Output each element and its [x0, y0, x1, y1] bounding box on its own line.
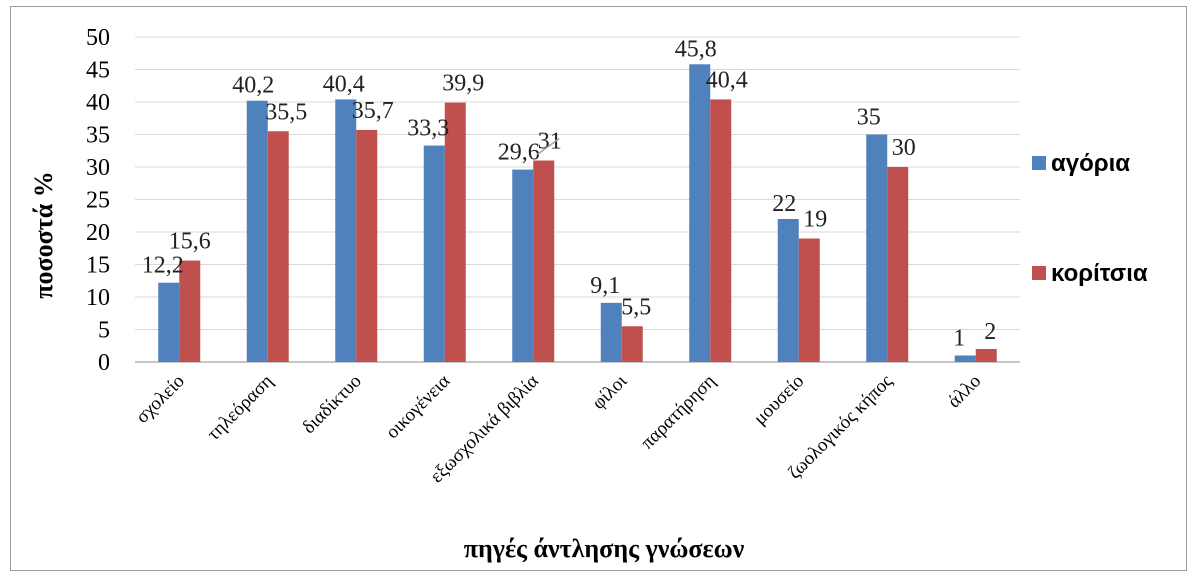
- data-label: 35: [857, 105, 881, 131]
- bar: [798, 238, 820, 362]
- category-label: οικογένεια: [382, 371, 454, 443]
- category-label: παρατήρηση: [637, 371, 720, 454]
- data-label: 35,5: [265, 99, 307, 125]
- bar: [866, 134, 888, 362]
- data-label: 33,3: [407, 116, 449, 142]
- bar: [975, 349, 997, 362]
- y-tick-label: 35: [86, 123, 110, 149]
- bar: [246, 100, 268, 362]
- bar: [444, 102, 466, 363]
- bar: [600, 302, 622, 362]
- data-label: 31: [538, 129, 562, 155]
- bar: [777, 219, 799, 362]
- category-label: τηλεόραση: [203, 371, 277, 445]
- bar: [954, 355, 976, 362]
- data-label: 40,2: [232, 73, 274, 99]
- y-tick-label: 50: [86, 25, 110, 51]
- data-label: 19: [803, 207, 827, 233]
- y-tick-label: 15: [86, 253, 110, 279]
- bar: [621, 326, 643, 362]
- data-label: 39,9: [442, 71, 484, 97]
- bar: [335, 99, 357, 363]
- y-tick-label: 5: [98, 318, 110, 344]
- data-label-leader-line: [536, 137, 560, 156]
- data-label: 30: [892, 135, 916, 161]
- legend-label: αγόρια: [1051, 150, 1130, 177]
- legend-swatch: [1032, 156, 1046, 170]
- y-tick-label: 20: [86, 220, 110, 246]
- bar: [512, 169, 534, 362]
- data-label: 40,4: [706, 67, 748, 93]
- data-label: 40,4: [323, 71, 365, 97]
- y-tick-label: 0: [98, 350, 110, 376]
- data-label: 22: [772, 191, 796, 217]
- bar: [533, 160, 555, 362]
- data-label: 9,1: [590, 273, 620, 299]
- data-label: 2: [984, 319, 996, 345]
- data-label: 45,8: [675, 36, 717, 62]
- category-label: φίλοι: [588, 370, 632, 414]
- bar: [179, 260, 201, 362]
- bar: [689, 64, 711, 363]
- data-label: 29,6: [498, 140, 540, 166]
- chart-frame: [10, 6, 1187, 571]
- bar: [710, 99, 732, 363]
- data-label: 12,2: [142, 253, 184, 279]
- data-label: 5,5: [621, 294, 651, 320]
- y-tick-label: 30: [86, 155, 110, 181]
- bar: [267, 131, 289, 362]
- x-axis-title: πηγές άντλησης γνώσεων: [464, 534, 745, 563]
- y-tick-label: 25: [86, 188, 110, 214]
- legend-swatch: [1032, 266, 1046, 280]
- category-label: σχολείο: [132, 371, 189, 428]
- legend-label: κορίτσια: [1051, 260, 1148, 287]
- category-label: μουσείο: [750, 371, 809, 430]
- category-label: διαδίκτυο: [298, 371, 365, 438]
- bar: [423, 145, 445, 362]
- bar: [158, 282, 180, 362]
- bar: [887, 167, 909, 362]
- y-axis-title: ποσοστά %: [29, 171, 58, 299]
- data-label: 15,6: [169, 229, 211, 255]
- category-label: άλλο: [944, 371, 986, 413]
- data-label: 1: [953, 326, 965, 352]
- y-tick-label: 40: [86, 90, 110, 116]
- y-tick-label: 10: [86, 285, 110, 311]
- y-tick-label: 45: [86, 58, 110, 84]
- data-label: 35,7: [352, 98, 394, 124]
- bar: [356, 129, 378, 362]
